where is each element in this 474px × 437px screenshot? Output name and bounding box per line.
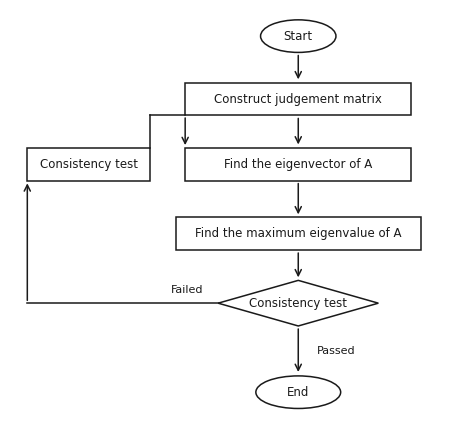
Ellipse shape: [256, 376, 341, 409]
Bar: [185, 83, 411, 115]
Text: Construct judgement matrix: Construct judgement matrix: [214, 93, 382, 106]
Bar: [176, 218, 421, 250]
Text: Find the maximum eigenvalue of A: Find the maximum eigenvalue of A: [195, 227, 401, 240]
Text: Passed: Passed: [317, 346, 356, 356]
Text: Find the eigenvector of A: Find the eigenvector of A: [224, 158, 373, 171]
Text: End: End: [287, 386, 310, 399]
Text: Consistency test: Consistency test: [249, 297, 347, 310]
Bar: [27, 148, 150, 180]
Text: Failed: Failed: [171, 285, 204, 295]
Bar: [185, 148, 411, 180]
Polygon shape: [218, 281, 378, 326]
Ellipse shape: [261, 20, 336, 52]
Text: Consistency test: Consistency test: [39, 158, 137, 171]
Text: Start: Start: [284, 30, 313, 43]
